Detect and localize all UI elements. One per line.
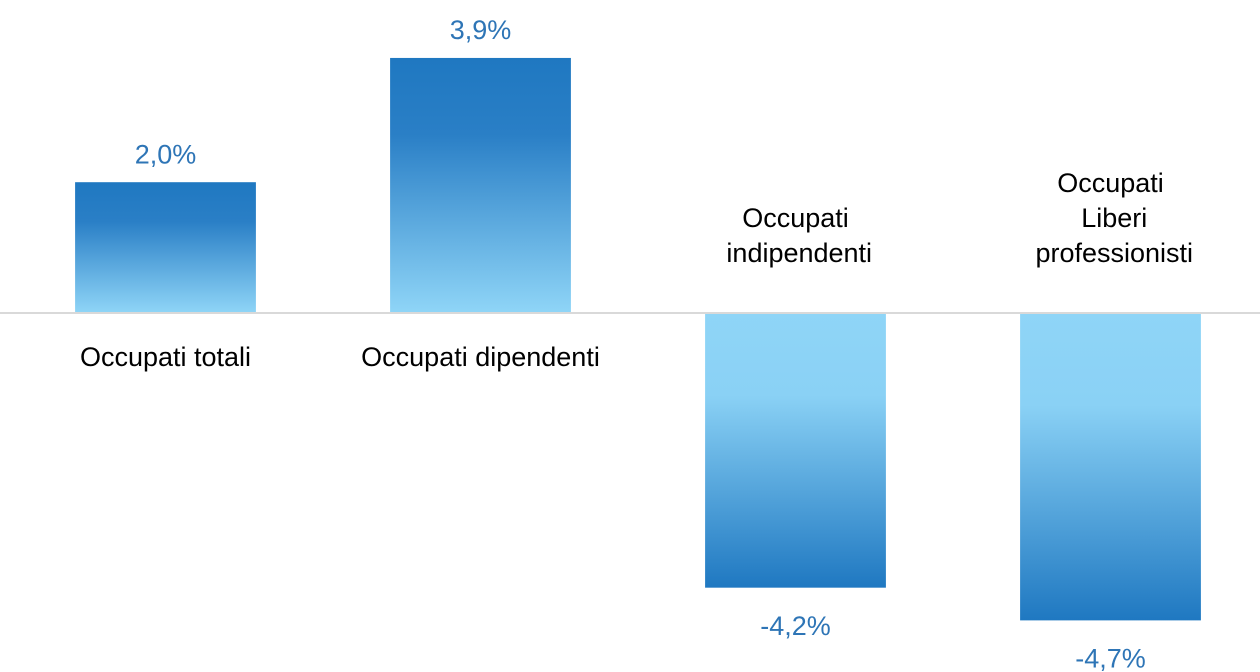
bar <box>1020 313 1201 621</box>
category-label: Occupati Liberi professionisti <box>1028 168 1193 268</box>
category-label: Occupati totali <box>80 342 251 372</box>
bar <box>75 182 256 313</box>
data-label: 3,9% <box>450 15 512 45</box>
data-label: -4,2% <box>760 611 831 641</box>
data-label: -4,7% <box>1075 644 1146 672</box>
bar <box>390 57 571 313</box>
category-label: Occupati dipendenti <box>361 342 600 372</box>
data-label: 2,0% <box>135 139 197 169</box>
bar <box>705 313 886 588</box>
category-label: Occupati indipendenti <box>719 203 872 268</box>
